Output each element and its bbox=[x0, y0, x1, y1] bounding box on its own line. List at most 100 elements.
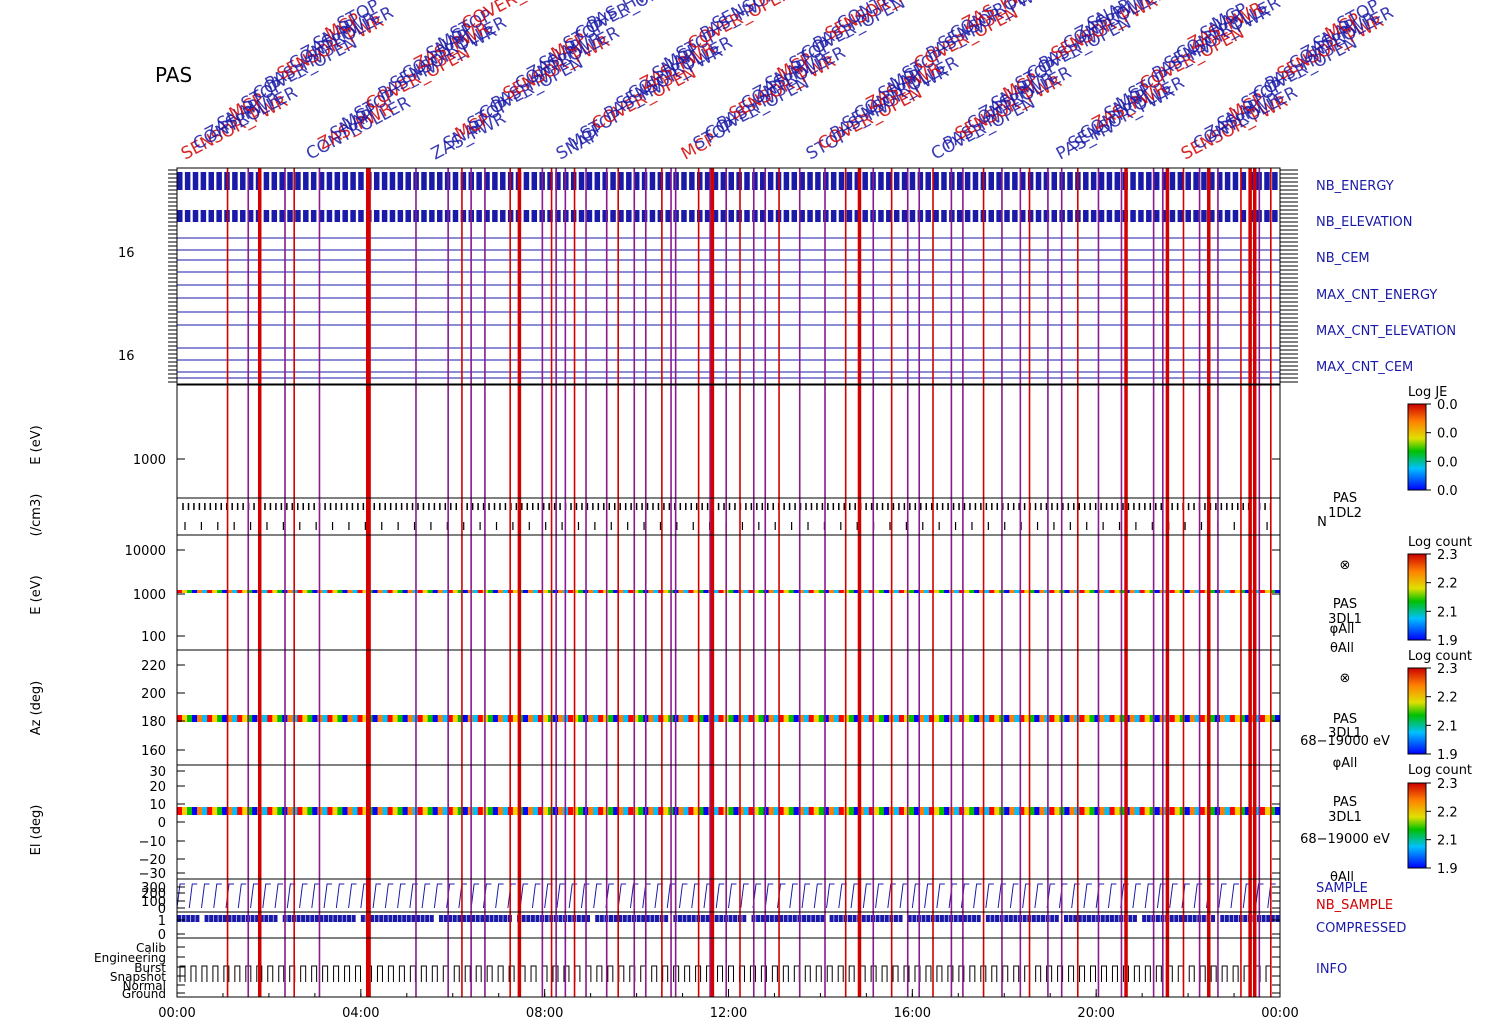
spectrogram-cell bbox=[377, 807, 384, 815]
spectrogram-cell bbox=[227, 590, 233, 593]
spectrogram-cell bbox=[287, 807, 293, 815]
spectrogram-cell bbox=[332, 590, 338, 593]
spectrogram-cell bbox=[1274, 715, 1281, 722]
compressed-mark bbox=[811, 915, 816, 922]
spectrogram-cell bbox=[568, 715, 574, 722]
colorbar-tick-label: 2.2 bbox=[1437, 691, 1458, 706]
spectrogram-cell bbox=[287, 715, 293, 722]
instrument-title: PAS bbox=[155, 63, 192, 87]
colorbar-energy-3dl1 bbox=[1407, 553, 1427, 641]
compressed-mark bbox=[521, 915, 526, 922]
spectrogram-cell bbox=[237, 807, 243, 815]
nb-energy-mark bbox=[389, 172, 396, 190]
spectrogram-cell bbox=[432, 715, 439, 722]
spectrogram-cell bbox=[1219, 590, 1226, 593]
spectrogram-cell bbox=[893, 807, 900, 815]
nb-elevation-mark bbox=[1232, 210, 1239, 222]
spectrogram-cell bbox=[542, 590, 549, 593]
spectrogram-cell bbox=[838, 715, 845, 722]
spectrogram-cell bbox=[392, 590, 399, 593]
compressed-mark bbox=[586, 915, 591, 922]
ytick-max-cnt-cem: 16 bbox=[118, 349, 135, 364]
spectrogram-cell bbox=[432, 807, 439, 815]
compressed-mark bbox=[374, 915, 379, 922]
spectrogram-cell bbox=[307, 590, 313, 593]
side-label: 1DL2 bbox=[1328, 506, 1362, 521]
spectrogram-cell bbox=[974, 590, 980, 593]
compressed-mark bbox=[273, 915, 278, 922]
side-label: 68−19000 eV bbox=[1300, 734, 1390, 749]
colorbar-tick-label: 2.2 bbox=[1437, 805, 1458, 820]
spectrogram-cell bbox=[442, 590, 449, 593]
spectrogram-cell bbox=[638, 715, 644, 722]
nb-energy-mark bbox=[878, 172, 884, 190]
spectrogram-cell bbox=[1199, 807, 1206, 815]
panel-label-nb-cem: NB_CEM bbox=[1316, 251, 1370, 266]
spectrogram-cell bbox=[558, 715, 564, 722]
nb-energy-mark bbox=[287, 172, 293, 190]
ytick-label: 200 bbox=[141, 687, 166, 702]
side-label: PAS bbox=[1333, 795, 1357, 810]
spectrogram-cell bbox=[342, 590, 348, 593]
nb-elevation-mark bbox=[1020, 210, 1026, 222]
compressed-mark bbox=[232, 915, 237, 922]
spectrogram-cell bbox=[472, 807, 479, 815]
spectrogram-cell bbox=[868, 715, 875, 722]
compressed-mark bbox=[388, 915, 393, 922]
spectrogram-cell bbox=[1219, 807, 1226, 815]
nb-energy-mark bbox=[1106, 172, 1113, 190]
compressed-mark bbox=[921, 915, 926, 922]
spectrogram-cell bbox=[1089, 807, 1095, 815]
nb-energy-mark bbox=[689, 172, 695, 190]
compressed-mark bbox=[402, 915, 407, 922]
spectrogram-cell bbox=[1069, 590, 1075, 593]
spectrogram-cell bbox=[347, 807, 353, 815]
compressed-mark bbox=[227, 915, 232, 922]
spectrogram-cell bbox=[187, 807, 193, 815]
nb-energy-mark bbox=[610, 172, 616, 190]
compressed-mark bbox=[1022, 915, 1027, 922]
spectrogram-cell bbox=[833, 807, 840, 815]
spectrogram-cell bbox=[1024, 590, 1030, 593]
nb-energy-mark bbox=[586, 172, 593, 190]
spectrogram-cell bbox=[1169, 715, 1176, 722]
compressed-mark bbox=[806, 915, 811, 922]
side-label: ⊗ bbox=[1340, 558, 1351, 573]
ytick-label: −30 bbox=[139, 867, 166, 882]
ytick-label: 200 bbox=[141, 887, 166, 902]
side-label: ⊗ bbox=[1340, 671, 1351, 686]
panel-label-sample: SAMPLE bbox=[1316, 881, 1368, 896]
spectrogram-cell bbox=[979, 590, 985, 593]
spectrogram-cell bbox=[713, 590, 719, 593]
nb-energy-mark bbox=[460, 172, 467, 190]
nb-energy-mark bbox=[933, 172, 939, 190]
nb-elevation-mark bbox=[1138, 210, 1144, 222]
compressed-mark bbox=[609, 915, 614, 922]
compressed-mark bbox=[328, 915, 333, 922]
spectrogram-cell bbox=[873, 807, 880, 815]
spectrogram-cell bbox=[1014, 807, 1020, 815]
nb-elevation-mark bbox=[909, 210, 916, 222]
nb-elevation-mark bbox=[602, 210, 608, 222]
spectrogram-cell bbox=[903, 590, 910, 593]
spectrogram-cell bbox=[873, 715, 880, 722]
spectrogram-cell bbox=[227, 807, 233, 815]
nb-energy-mark bbox=[1114, 172, 1121, 190]
compressed-mark bbox=[1169, 915, 1174, 922]
nb-elevation-mark bbox=[1114, 210, 1121, 222]
nb-elevation-mark bbox=[1146, 210, 1152, 222]
spectrogram-cell bbox=[578, 807, 584, 815]
compressed-mark bbox=[480, 915, 485, 922]
compressed-mark bbox=[1261, 915, 1266, 922]
nb-elevation-mark bbox=[555, 210, 561, 222]
ytick-label: 180 bbox=[141, 715, 166, 730]
spectrogram-cell bbox=[1229, 715, 1236, 722]
nb-energy-mark bbox=[492, 172, 498, 190]
nb-energy-mark bbox=[452, 172, 459, 190]
colorbar-tick-label: 0.0 bbox=[1437, 455, 1458, 470]
spectrogram-cell bbox=[372, 590, 379, 593]
spectrogram-cell bbox=[934, 590, 940, 593]
spectrogram-cell bbox=[883, 807, 890, 815]
nb-energy-mark bbox=[240, 172, 246, 190]
